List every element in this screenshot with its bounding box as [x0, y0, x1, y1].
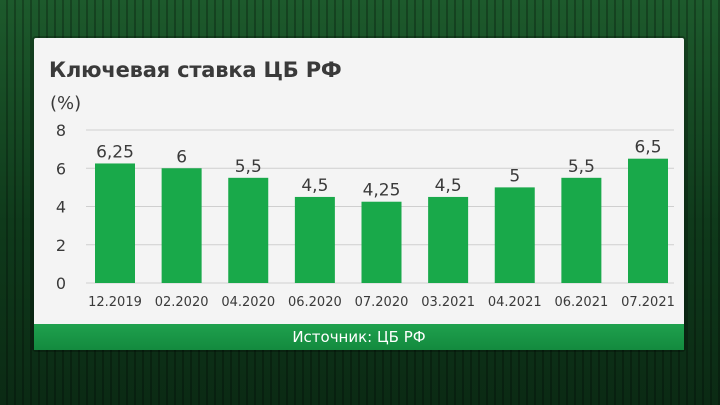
- source-bar: Источник: ЦБ РФ: [34, 324, 684, 350]
- value-label: 4,5: [301, 176, 328, 196]
- value-labels: 6,25 6 5,5 4,5 4,25 4,5 5 5,5 6,5: [96, 138, 661, 201]
- bar-06.2021: [561, 177, 602, 283]
- bar-06.2020: [294, 196, 335, 283]
- bar-07.2021: [628, 158, 668, 283]
- value-label: 4,5: [435, 176, 462, 196]
- bar-02.2020: [161, 168, 202, 283]
- bar-chart: 0 2 4 6 8 6,25 6 5,5 4,5 4,25 4,5 5 5,5 6,5 12.2019 0…: [56, 121, 675, 310]
- bars: [95, 158, 668, 283]
- category-label: 06.2020: [288, 295, 342, 310]
- value-label: 6,25: [96, 142, 134, 162]
- value-label: 5,5: [568, 157, 595, 177]
- y-tick-label: 2: [56, 236, 66, 255]
- source-text: Источник: ЦБ РФ: [292, 328, 426, 346]
- bar-12.2019: [95, 163, 135, 283]
- y-tick-label: 6: [56, 159, 66, 178]
- y-axis-unit-label: (%): [50, 93, 82, 114]
- bar-07.2020: [361, 201, 402, 283]
- value-label: 6,5: [634, 138, 661, 158]
- bar-04.2020: [228, 177, 269, 283]
- category-label: 02.2020: [155, 295, 209, 310]
- y-tick-labels: 0 2 4 6 8: [56, 121, 66, 293]
- value-label: 6: [176, 147, 187, 167]
- chart-panel: Ключевая ставка ЦБ РФ (%) 0 2 4 6 8 6,25 6 5,5…: [34, 38, 684, 350]
- category-labels: 12.2019 02.2020 04.2020 06.2020 07.2020 03.20…: [88, 295, 675, 310]
- category-label: 06.2021: [554, 295, 608, 310]
- category-label: 07.2021: [621, 295, 675, 310]
- y-tick-label: 8: [56, 121, 66, 140]
- value-label: 5,5: [235, 157, 262, 177]
- category-label: 12.2019: [88, 295, 142, 310]
- category-label: 07.2020: [355, 295, 409, 310]
- category-label: 04.2021: [488, 295, 542, 310]
- value-label: 5: [509, 166, 520, 186]
- bar-04.2021: [494, 187, 535, 283]
- value-label: 4,25: [363, 181, 401, 201]
- bar-03.2021: [428, 196, 469, 283]
- y-tick-label: 4: [56, 198, 66, 217]
- category-label: 03.2021: [421, 295, 475, 310]
- y-tick-label: 0: [56, 274, 66, 293]
- category-label: 04.2020: [221, 295, 275, 310]
- chart-title: Ключевая ставка ЦБ РФ: [49, 58, 342, 82]
